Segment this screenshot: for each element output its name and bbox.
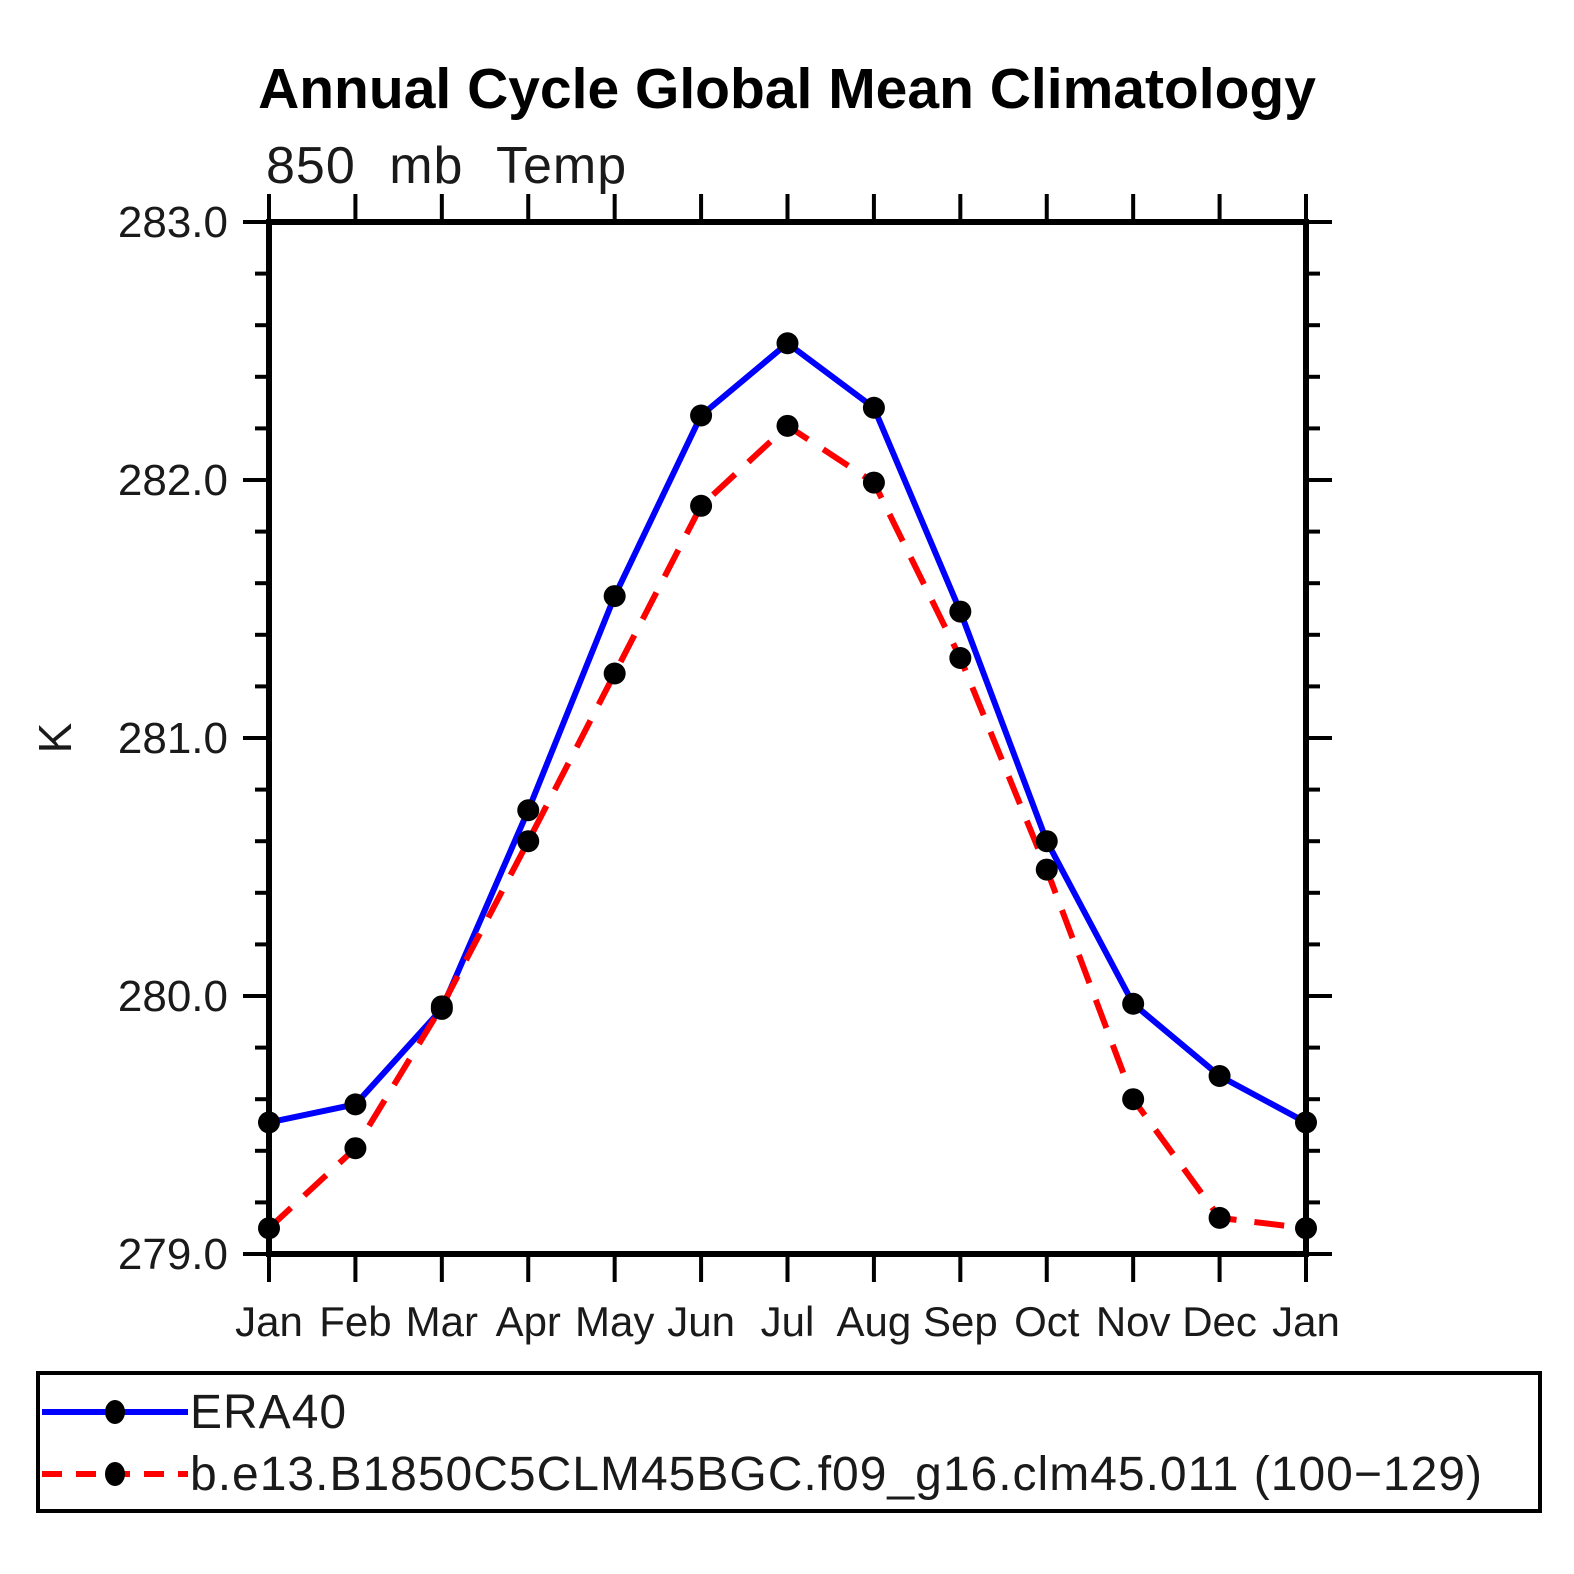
x-tick-label: Oct (1014, 1298, 1080, 1345)
data-point (1295, 1217, 1317, 1240)
model-line-sample-icon (42, 1462, 188, 1486)
x-tick-label: Jul (761, 1298, 815, 1345)
axis-ticks (243, 194, 1332, 1282)
y-tick-label: 279.0 (118, 1230, 228, 1279)
data-point (1122, 992, 1145, 1015)
data-point (1035, 858, 1058, 881)
data-point (1122, 1088, 1145, 1111)
x-tick-label: Jan (1272, 1298, 1340, 1345)
data-point (258, 1111, 280, 1134)
legend-marker-0 (105, 1400, 125, 1424)
series-markers-0 (258, 332, 1317, 1134)
x-tick-label: Apr (496, 1298, 561, 1345)
y-tick-label: 281.0 (118, 714, 228, 763)
data-point (517, 799, 540, 822)
legend-label-era40: ERA40 (190, 1385, 348, 1439)
plot-box (266, 219, 1309, 1257)
x-tick-label: Aug (837, 1298, 912, 1345)
data-point (344, 1093, 367, 1116)
legend-marker-1 (105, 1462, 125, 1486)
legend-entry-model: b.e13.B1850C5CLM45BGC.f09_g16.clm45.011 … (40, 1443, 1538, 1505)
y-tick-labels: 283.0 282.0 281.0 280.0 279.0 (118, 198, 228, 1279)
x-tick-labels: Jan Feb Mar Apr May Jun Jul Aug Sep Oct Nov Dec Jan (235, 1298, 1340, 1345)
x-tick-label: Dec (1182, 1298, 1257, 1345)
data-point (776, 414, 799, 437)
x-tick-label: Feb (319, 1298, 391, 1345)
data-point (1295, 1111, 1317, 1134)
data-point (603, 662, 626, 685)
era40-line-sample-icon (42, 1400, 188, 1424)
data-point (1208, 1064, 1231, 1087)
x-tick-label: Jan (235, 1298, 303, 1345)
data-point (949, 600, 972, 623)
y-tick-label: 283.0 (118, 198, 228, 247)
data-point (344, 1137, 367, 1160)
data-point (430, 995, 453, 1018)
data-point (258, 1217, 280, 1240)
chart-subtitle: 850 mb Temp (266, 137, 628, 195)
x-tick-label: May (575, 1298, 654, 1345)
series-markers-1 (258, 414, 1317, 1240)
legend-box: ERA40 b.e13.B1850C5CLM45BGC.f09_g16.clm4… (36, 1371, 1542, 1513)
x-tick-label: Mar (406, 1298, 478, 1345)
data-point (690, 404, 713, 427)
x-tick-label: Sep (923, 1298, 998, 1345)
y-tick-label: 282.0 (118, 456, 228, 505)
y-tick-label: 280.0 (118, 972, 228, 1021)
data-point (776, 332, 799, 355)
data-point (949, 647, 972, 670)
data-point (862, 471, 885, 494)
data-point (517, 830, 540, 853)
x-tick-label: Nov (1096, 1298, 1171, 1345)
data-point (1208, 1206, 1231, 1229)
data-point (690, 494, 713, 517)
x-tick-label: Jun (667, 1298, 735, 1345)
legend-label-model: b.e13.B1850C5CLM45BGC.f09_g16.clm45.011 … (190, 1447, 1483, 1501)
data-point (603, 585, 626, 608)
series-line-0 (268, 340, 1308, 1126)
legend-entry-era40: ERA40 (40, 1381, 1538, 1443)
series-line-1 (266, 422, 1307, 1232)
data-point (1035, 830, 1058, 853)
data-point (862, 396, 885, 419)
chart-title: Annual Cycle Global Mean Climatology (258, 57, 1316, 121)
